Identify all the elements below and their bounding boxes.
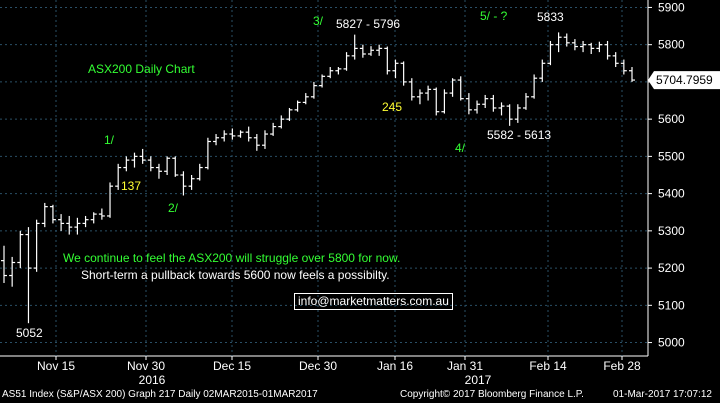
wave-5-label: 5/ - ? bbox=[480, 9, 508, 23]
y-tick-label: 5800 bbox=[658, 38, 685, 52]
wave-2-label: 2/ bbox=[168, 201, 179, 215]
wave-3-range-label: 5827 - 5796 bbox=[336, 17, 401, 31]
footer-bar: AS51 Index (S&P/ASX 200) Graph 217 Daily… bbox=[0, 388, 720, 403]
y-tick-label: 5000 bbox=[658, 336, 685, 350]
y-tick-label: 5900 bbox=[658, 0, 685, 14]
wave-4-range-label: 5582 - 5613 bbox=[487, 128, 552, 142]
y-tick-label: 5100 bbox=[658, 298, 685, 312]
commentary-line-2: Short-term a pullback towards 5600 now f… bbox=[81, 268, 390, 282]
y-tick-label: 5300 bbox=[658, 224, 685, 238]
footer-security-info: AS51 Index (S&P/ASX 200) Graph 217 Daily… bbox=[2, 389, 318, 400]
email-link[interactable]: info@marketmatters.com.au bbox=[294, 293, 453, 310]
footer-copyright: Copyright© 2017 Bloomberg Finance L.P. bbox=[400, 389, 584, 400]
x-tick-label: Jan 31 bbox=[447, 359, 483, 373]
footer-timestamp: 01-Mar-2017 17:07:12 bbox=[613, 389, 712, 400]
y-tick-label: 5500 bbox=[658, 149, 685, 163]
y-tick-label: 5600 bbox=[658, 112, 685, 126]
y-tick-label: 5400 bbox=[658, 187, 685, 201]
last-price-label: 5704.7959 bbox=[656, 73, 713, 87]
wave-1-points-label: 137 bbox=[121, 179, 142, 193]
x-tick-label: Jan 16 bbox=[377, 359, 413, 373]
x-tick-label: Feb 28 bbox=[603, 359, 641, 373]
chart-title: ASX200 Daily Chart bbox=[88, 62, 195, 76]
x-tick-label: Dec 15 bbox=[213, 359, 251, 373]
wave-4-label: 4/ bbox=[455, 141, 466, 155]
y-tick-label: 5200 bbox=[658, 261, 685, 275]
x-year-label: 2017 bbox=[465, 373, 492, 387]
wave-3-label: 3/ bbox=[313, 14, 324, 28]
x-tick-label: Nov 15 bbox=[37, 359, 75, 373]
last-price-tag bbox=[648, 71, 720, 90]
x-tick-label: Feb 14 bbox=[529, 359, 567, 373]
x-year-label: 2016 bbox=[139, 373, 166, 387]
x-tick-label: Dec 30 bbox=[299, 359, 337, 373]
commentary-line-1: We continue to feel the ASX200 will stru… bbox=[63, 251, 401, 265]
wave-3-points-label: 245 bbox=[382, 100, 403, 114]
wave-1-label: 1/ bbox=[104, 133, 115, 147]
wave-5-high-label: 5833 bbox=[537, 10, 564, 24]
x-tick-label: Nov 30 bbox=[127, 359, 165, 373]
low-price-label: 5052 bbox=[16, 326, 43, 340]
